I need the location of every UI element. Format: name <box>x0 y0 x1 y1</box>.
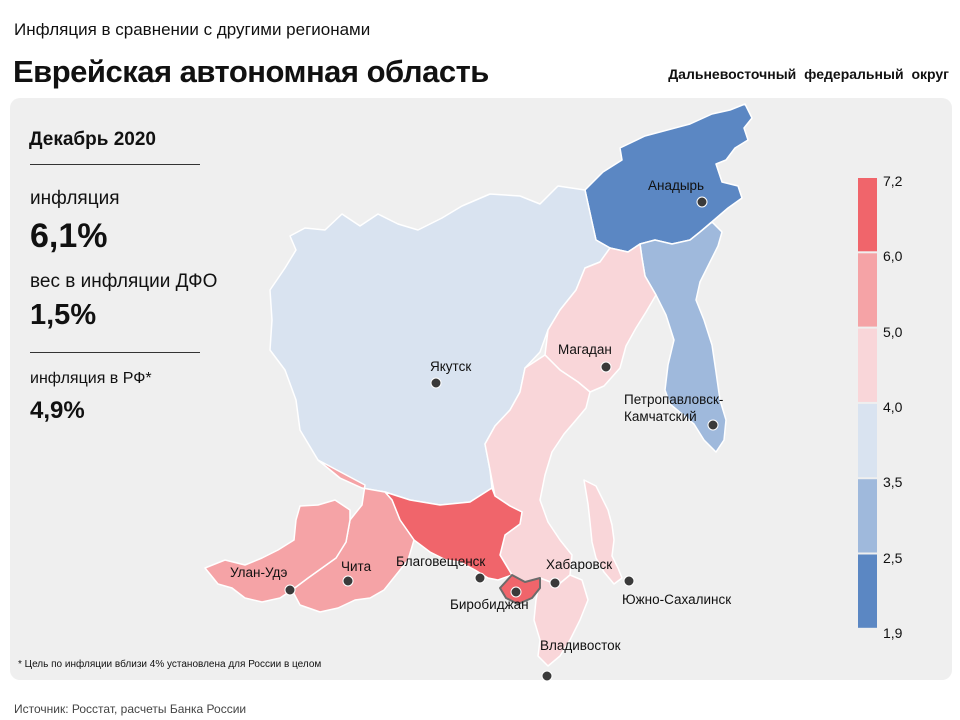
inflation-label: инфляция <box>30 188 120 209</box>
city-label: Якутск <box>430 359 471 374</box>
page-subtitle: Инфляция в сравнении с другими регионами <box>14 20 371 39</box>
region-сахалин <box>583 479 623 585</box>
region-магаданская-область <box>544 243 657 393</box>
city-marker <box>510 586 522 598</box>
legend-swatch <box>858 178 877 252</box>
rf-inflation-label: инфляция в РФ* <box>30 370 152 387</box>
city-label: Владивосток <box>540 638 621 653</box>
city-marker <box>623 575 635 587</box>
region-бурятия <box>204 499 351 603</box>
legend-tick-label: 2,5 <box>883 549 903 566</box>
city-label: Биробиджан <box>450 597 529 612</box>
city-marker <box>600 361 612 373</box>
legend-tick-label: 6,0 <box>883 248 903 265</box>
stats-date: Декабрь 2020 <box>29 129 156 150</box>
city-marker <box>549 577 561 589</box>
city-marker <box>284 584 296 596</box>
weight-label: вес в инфляции ДФО <box>30 271 218 292</box>
legend-swatch <box>858 253 877 327</box>
city-marker <box>342 575 354 587</box>
legend-tick-label: 3,5 <box>883 474 903 491</box>
city-label: Анадырь <box>648 178 704 193</box>
divider <box>30 164 200 165</box>
legend-swatch <box>858 403 877 478</box>
city-label: Хабаровск <box>546 557 612 572</box>
legend-tick-label: 1,9 <box>883 624 903 641</box>
rf-inflation-value: 4,9% <box>30 397 85 424</box>
region-якутия <box>269 185 611 506</box>
inflation-value: 6,1% <box>30 217 108 255</box>
legend-tick-label: 4,0 <box>883 398 903 415</box>
legend-swatch <box>858 479 877 553</box>
legend-swatch <box>858 328 877 402</box>
region-приморье <box>533 574 589 667</box>
city-label: Петропавловск-Камчатский <box>624 392 723 424</box>
source-note: Источник: Росстат, расчеты Банка России <box>14 702 247 716</box>
region-камчатка <box>639 221 727 453</box>
footnote: * Цель по инфляции вблизи 4% установлена… <box>18 659 322 670</box>
city-marker <box>474 572 486 584</box>
city-label: Благовещенск <box>396 554 485 569</box>
legend-swatch <box>858 554 877 628</box>
divider <box>30 352 200 353</box>
region-амурская-область <box>384 487 523 581</box>
city-label: Южно-Сахалинск <box>622 592 731 607</box>
city-marker <box>696 196 708 208</box>
city-marker <box>541 670 553 682</box>
page-title: Еврейская автономная область <box>13 54 489 89</box>
city-label: Улан-Удэ <box>230 565 288 580</box>
city-marker <box>707 419 719 431</box>
weight-value: 1,5% <box>30 299 97 331</box>
city-label: Магадан <box>558 342 612 357</box>
city-marker <box>430 377 442 389</box>
district-label: Дальневосточный федеральный округ <box>668 66 949 82</box>
legend-tick-label: 5,0 <box>883 323 903 340</box>
city-label: Чита <box>341 559 372 574</box>
legend-tick-label: 7,2 <box>883 173 903 189</box>
